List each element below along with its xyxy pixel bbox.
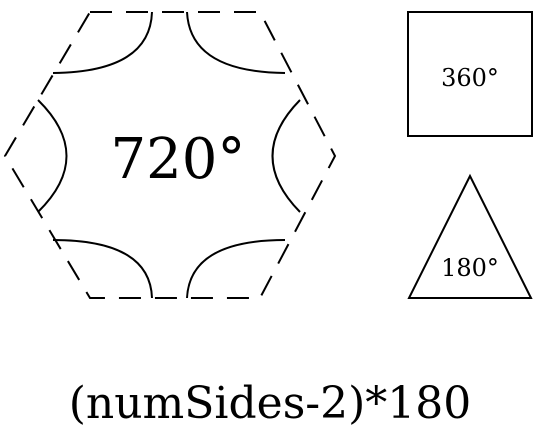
triangle-outline (407, 173, 533, 299)
hexagon-figure: 720° (3, 11, 337, 299)
hexagon-corner-arc-left (37, 99, 68, 213)
hexagon-corner-arc-bottom-left (52, 239, 153, 299)
hexagon-corner-arc-bottom-right (186, 239, 286, 299)
triangle-figure: 180° (407, 173, 533, 299)
hexagon-corner-arc-top-right (186, 11, 286, 74)
hexagon-corner-arc-right (271, 99, 301, 213)
hexagon-corner-arc-top-left (52, 11, 153, 74)
square-outline (407, 11, 533, 137)
square-angle-label: 360° (441, 64, 499, 92)
square-figure: 360° (407, 11, 533, 137)
hexagon-outline (3, 11, 337, 299)
triangle-angle-label: 180° (441, 254, 499, 282)
formula-text: (numSides-2)*180 (69, 378, 472, 429)
hexagon-angle-label: 720° (111, 127, 246, 192)
